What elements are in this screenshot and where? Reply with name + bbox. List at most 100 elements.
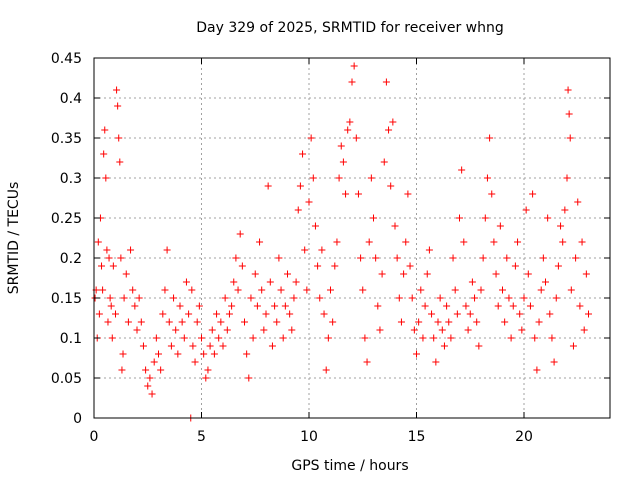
data-point <box>331 262 339 270</box>
data-point <box>471 294 479 302</box>
y-tick-label: 0.05 <box>51 371 82 387</box>
data-point <box>423 270 431 278</box>
data-point <box>219 342 227 350</box>
data-point <box>107 302 115 310</box>
data-point <box>311 222 319 230</box>
data-point <box>206 342 214 350</box>
data-point <box>492 270 500 278</box>
data-point <box>247 294 255 302</box>
x-tick-label: 15 <box>408 429 426 445</box>
data-point <box>202 374 210 382</box>
data-point <box>417 286 425 294</box>
data-point <box>133 326 141 334</box>
y-tick-label: 0.45 <box>51 51 82 67</box>
data-point <box>150 358 158 366</box>
x-tick-label: 10 <box>300 429 318 445</box>
data-point <box>402 238 410 246</box>
data-point <box>395 294 403 302</box>
data-point <box>148 390 156 398</box>
data-point <box>387 182 395 190</box>
data-point <box>486 134 494 142</box>
data-point <box>559 238 567 246</box>
data-point <box>565 110 573 118</box>
data-point <box>327 286 334 294</box>
data-point <box>146 374 154 382</box>
data-point <box>137 318 145 326</box>
data-point <box>161 286 169 294</box>
data-point <box>505 294 513 302</box>
data-point <box>365 238 373 246</box>
data-point <box>258 286 266 294</box>
data-point <box>529 190 537 198</box>
data-point <box>238 262 246 270</box>
data-point <box>382 78 390 86</box>
data-point <box>102 174 110 182</box>
data-point <box>234 286 242 294</box>
data-point <box>509 302 517 310</box>
data-point <box>473 318 481 326</box>
data-point <box>260 326 268 334</box>
data-point <box>544 214 552 222</box>
data-point <box>316 294 324 302</box>
data-point <box>113 86 121 94</box>
data-point <box>266 278 274 286</box>
data-point <box>305 198 313 206</box>
data-point <box>144 382 152 390</box>
data-point <box>185 310 193 318</box>
data-point <box>120 294 128 302</box>
data-point <box>451 286 459 294</box>
data-point <box>488 190 496 198</box>
data-point <box>294 206 302 214</box>
data-point <box>155 350 162 358</box>
data-point <box>232 254 240 262</box>
data-point <box>281 302 289 310</box>
y-tick-label: 0.35 <box>51 131 82 147</box>
data-point <box>514 238 522 246</box>
data-point <box>333 238 341 246</box>
data-point <box>170 294 178 302</box>
data-point <box>481 214 489 222</box>
data-point <box>195 302 203 310</box>
data-point <box>112 310 119 318</box>
data-point <box>582 270 590 278</box>
data-point <box>440 342 448 350</box>
data-point <box>578 238 586 246</box>
data-point <box>425 246 433 254</box>
data-point <box>354 190 362 198</box>
data-point <box>182 278 190 286</box>
data-point <box>458 166 466 174</box>
data-point <box>118 366 126 374</box>
data-point <box>152 334 160 342</box>
data-point <box>198 334 205 342</box>
data-point <box>167 342 175 350</box>
data-point <box>380 158 388 166</box>
data-point <box>546 310 554 318</box>
data-point <box>511 262 519 270</box>
data-point <box>204 366 212 374</box>
y-tick-label: 0.15 <box>51 291 82 307</box>
data-point <box>275 254 283 262</box>
data-point <box>223 326 231 334</box>
data-point <box>108 334 116 342</box>
data-point <box>410 326 418 334</box>
data-point <box>301 246 309 254</box>
data-point <box>292 278 300 286</box>
data-points <box>91 62 592 422</box>
data-point <box>230 278 238 286</box>
data-point <box>503 254 511 262</box>
data-point <box>109 262 117 270</box>
data-point <box>494 302 502 310</box>
data-point <box>501 318 509 326</box>
data-point <box>350 62 358 70</box>
data-point <box>191 358 199 366</box>
data-point <box>531 334 539 342</box>
data-point <box>574 198 582 206</box>
data-point <box>370 214 377 222</box>
data-point <box>322 366 330 374</box>
data-point <box>193 318 201 326</box>
data-point <box>397 318 405 326</box>
data-point <box>348 78 356 86</box>
data-point <box>114 102 122 110</box>
data-point <box>215 334 223 342</box>
data-point <box>256 238 264 246</box>
